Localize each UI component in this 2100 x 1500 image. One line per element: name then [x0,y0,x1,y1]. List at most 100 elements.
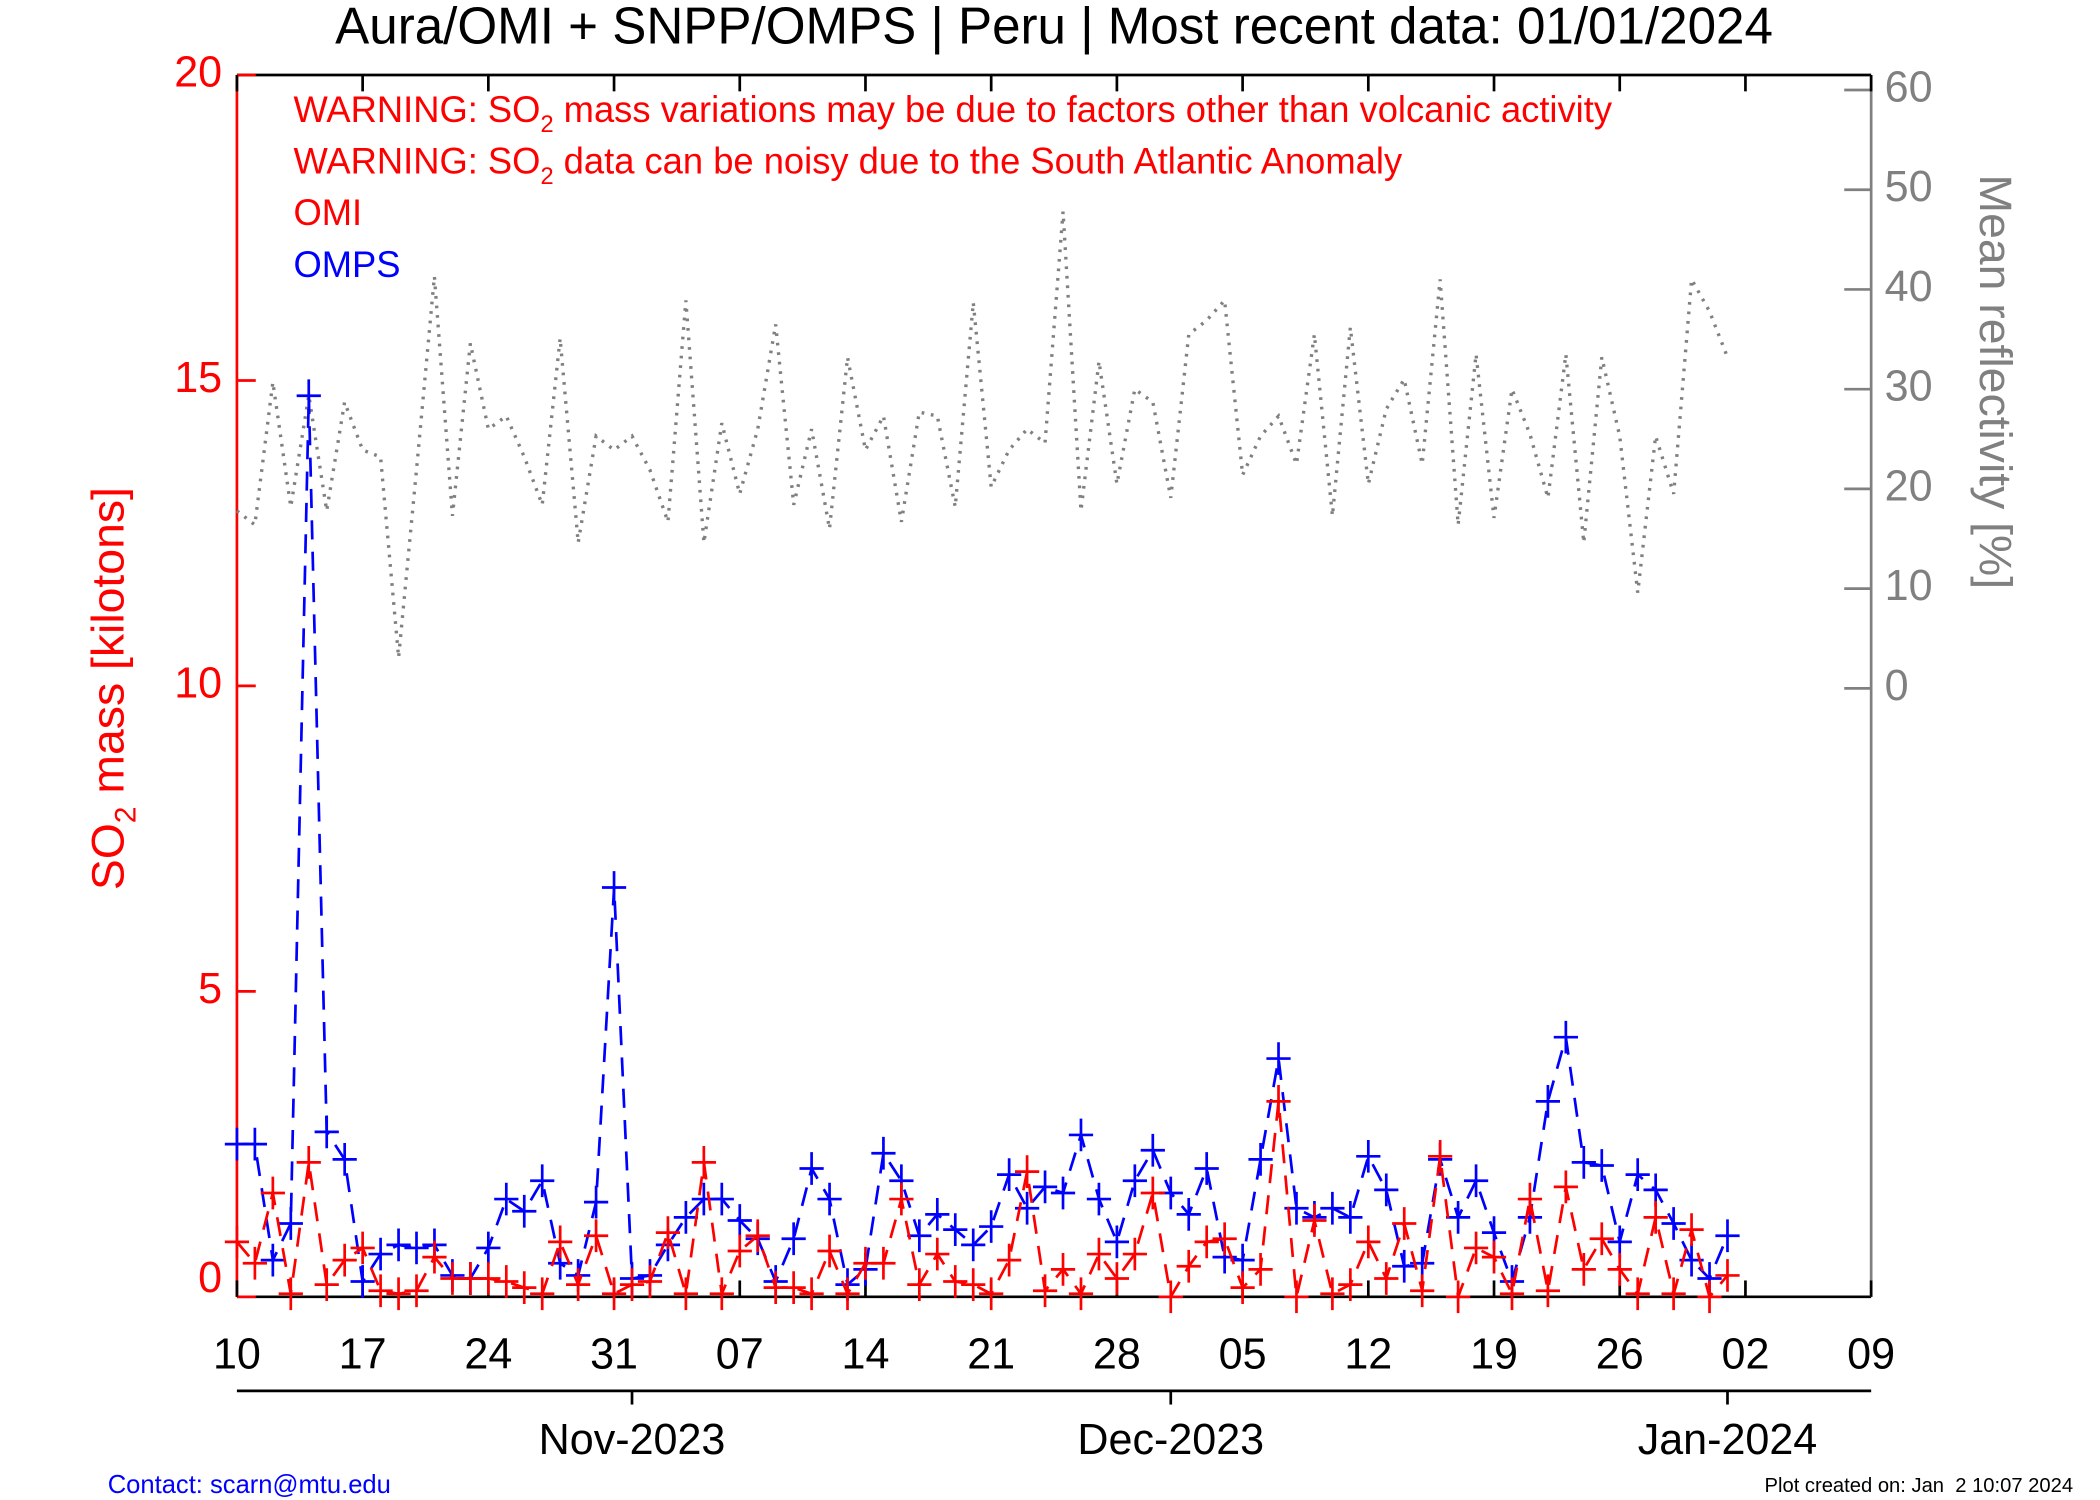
data-marker [1068,1277,1094,1311]
data-marker [260,1176,285,1210]
data-marker [1158,1280,1183,1314]
x-tick-label: 12 [1344,1330,1392,1378]
data-marker [1535,1274,1561,1308]
data-marker [1715,1219,1740,1253]
data-marker [835,1277,860,1311]
data-marker [1320,1191,1345,1225]
data-marker [1140,1133,1165,1167]
data-marker [422,1240,447,1274]
x-tick-label: 10 [213,1330,261,1378]
data-marker [548,1225,573,1259]
x-tick-label: 17 [339,1330,387,1378]
data-marker [1122,1164,1147,1198]
data-marker [1374,1173,1399,1207]
data-marker [512,1271,537,1305]
data-marker [799,1277,824,1311]
data-marker [1050,1176,1076,1210]
data-marker [368,1237,393,1271]
data-marker [1230,1243,1255,1277]
x-tick-label: 05 [1219,1330,1267,1378]
data-marker [1607,1252,1632,1286]
data-marker [871,1136,896,1170]
data-marker [1068,1118,1094,1152]
y2-tick-label: 10 [1885,562,1933,610]
data-marker [1679,1213,1704,1246]
data-marker [619,1268,645,1301]
data-marker [1715,1259,1740,1292]
data-marker [709,1277,734,1311]
y-axis-label-sub: 2 [110,806,143,823]
data-marker [583,1219,609,1253]
x-tick-label: 09 [1847,1330,1895,1378]
contact: Contact: scarn@mtu.edu [108,1471,391,1499]
month-label: Dec-2023 [1077,1416,1264,1464]
data-marker [242,1127,267,1161]
data-marker [781,1222,806,1256]
data-marker [494,1182,519,1216]
data-marker [1266,1084,1291,1118]
data-marker [943,1213,968,1246]
data-marker [1428,1139,1453,1173]
data-marker [260,1243,285,1277]
y-tick-label: 20 [174,48,222,96]
x-tick-label: 07 [716,1330,764,1378]
warning-text-part: WARNING: SO [293,140,540,181]
x-tick-label: 28 [1093,1330,1141,1378]
data-marker [799,1152,824,1185]
data-marker [691,1146,716,1179]
month-label: Nov-2023 [539,1416,726,1464]
warning-text-sub: 2 [540,111,553,138]
data-marker [1445,1280,1471,1314]
warning-text-part: data can be noisy due to the South Atlan… [554,140,1403,181]
y-tick-label: 5 [198,965,222,1013]
data-marker [1356,1139,1381,1173]
data-marker [1194,1225,1219,1259]
y-axis-label: SO2 mass [kilotons] [82,487,143,890]
data-marker [655,1216,681,1250]
data-marker [871,1246,896,1280]
data-marker [727,1234,752,1268]
data-marker [1212,1222,1237,1256]
data-marker [1607,1225,1632,1259]
data-marker [673,1277,699,1311]
data-marker [1553,1020,1578,1054]
data-marker [781,1271,806,1305]
data-marker [637,1265,663,1298]
data-marker [1032,1170,1058,1204]
data-marker [332,1143,357,1176]
data-marker [1643,1201,1668,1234]
data-marker [961,1228,986,1262]
data-marker [1338,1201,1363,1234]
x-tick-label: 21 [967,1330,1015,1378]
data-marker [1571,1252,1596,1286]
data-marker [278,1277,303,1311]
data-marker [1266,1042,1291,1075]
y2-tick-label: 60 [1885,63,1933,111]
warning-text-part: WARNING: SO [293,88,540,129]
data-marker [1248,1143,1273,1176]
data-marker [296,1146,321,1179]
data-marker [386,1228,411,1262]
data-marker [1104,1225,1130,1259]
data-marker [1643,1173,1668,1207]
data-marker [1248,1252,1273,1286]
x-tick-label: 14 [842,1330,890,1378]
warning-text: WARNING: SO2 data can be noisy due to th… [293,140,1402,189]
data-marker [1410,1274,1435,1308]
data-marker [1499,1277,1525,1311]
data-marker [1356,1225,1381,1259]
y2-tick-label: 20 [1885,462,1933,510]
data-marker [1661,1277,1686,1311]
data-marker [314,1115,339,1149]
month-label: Jan-2024 [1638,1416,1818,1464]
data-marker [907,1268,932,1301]
data-marker [673,1201,699,1234]
data-marker [1392,1207,1417,1240]
data-marker [583,1185,609,1219]
data-marker [727,1204,752,1237]
data-marker [1032,1274,1058,1308]
data-marker [296,379,321,413]
data-marker [476,1262,501,1295]
